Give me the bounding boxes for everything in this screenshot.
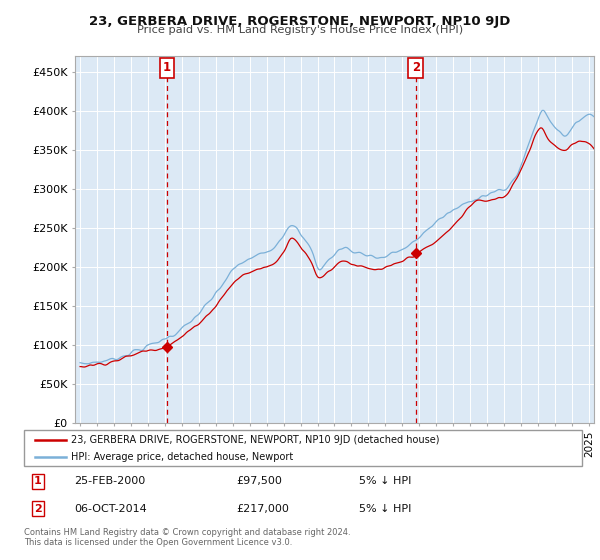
Text: £217,000: £217,000 [236,504,289,514]
Text: 2: 2 [34,504,42,514]
Text: 2: 2 [412,61,420,74]
FancyBboxPatch shape [24,430,582,466]
Text: 1: 1 [163,61,171,74]
Text: Contains HM Land Registry data © Crown copyright and database right 2024.: Contains HM Land Registry data © Crown c… [24,528,350,536]
Text: 25-FEB-2000: 25-FEB-2000 [74,477,145,486]
Text: HPI: Average price, detached house, Newport: HPI: Average price, detached house, Newp… [71,452,293,462]
Text: This data is licensed under the Open Government Licence v3.0.: This data is licensed under the Open Gov… [24,538,292,547]
Text: Price paid vs. HM Land Registry's House Price Index (HPI): Price paid vs. HM Land Registry's House … [137,25,463,35]
Text: 23, GERBERA DRIVE, ROGERSTONE, NEWPORT, NP10 9JD: 23, GERBERA DRIVE, ROGERSTONE, NEWPORT, … [89,15,511,27]
Text: 06-OCT-2014: 06-OCT-2014 [74,504,147,514]
Text: 1: 1 [34,477,42,486]
Text: 23, GERBERA DRIVE, ROGERSTONE, NEWPORT, NP10 9JD (detached house): 23, GERBERA DRIVE, ROGERSTONE, NEWPORT, … [71,435,440,445]
Text: 5% ↓ HPI: 5% ↓ HPI [359,477,411,486]
Text: £97,500: £97,500 [236,477,282,486]
Text: 5% ↓ HPI: 5% ↓ HPI [359,504,411,514]
